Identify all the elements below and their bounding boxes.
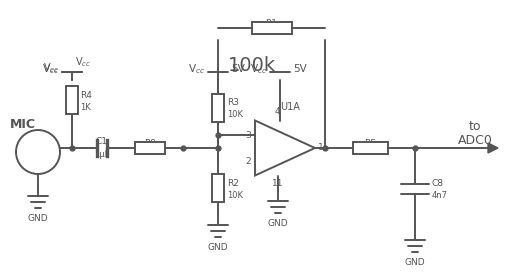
Text: R9: R9 bbox=[144, 139, 156, 148]
Text: +: + bbox=[42, 137, 51, 147]
Bar bbox=[212, 174, 224, 202]
Text: R1: R1 bbox=[266, 19, 278, 28]
Bar bbox=[212, 94, 224, 122]
Text: -: - bbox=[42, 157, 46, 167]
Text: 100k: 100k bbox=[228, 56, 276, 75]
Text: 2: 2 bbox=[245, 156, 251, 166]
Text: V$_{cc}$: V$_{cc}$ bbox=[250, 62, 267, 76]
Text: GND: GND bbox=[405, 258, 425, 267]
Text: V$_{cc}$: V$_{cc}$ bbox=[75, 55, 91, 69]
Text: R2: R2 bbox=[227, 178, 239, 188]
Text: R3: R3 bbox=[227, 98, 239, 107]
Circle shape bbox=[16, 130, 60, 174]
Text: 1µF: 1µF bbox=[94, 150, 110, 159]
Bar bbox=[353, 142, 388, 154]
Text: 1: 1 bbox=[318, 144, 324, 153]
Polygon shape bbox=[255, 120, 315, 175]
Text: 11: 11 bbox=[272, 180, 283, 188]
Text: 10K: 10K bbox=[227, 110, 243, 119]
Text: 1K: 1K bbox=[80, 103, 91, 111]
Text: 4n7: 4n7 bbox=[432, 191, 448, 199]
Text: GND: GND bbox=[28, 214, 48, 223]
Text: 5V: 5V bbox=[293, 64, 307, 74]
Text: +: + bbox=[260, 130, 270, 142]
Text: 12K: 12K bbox=[362, 147, 378, 156]
Bar bbox=[252, 22, 291, 34]
Bar bbox=[66, 86, 78, 114]
Text: ADC0: ADC0 bbox=[458, 133, 493, 147]
Text: V$_{cc}$: V$_{cc}$ bbox=[42, 62, 59, 76]
Bar bbox=[135, 142, 165, 154]
Text: R4: R4 bbox=[80, 90, 92, 100]
Text: 5V: 5V bbox=[231, 64, 245, 74]
Text: C8: C8 bbox=[432, 178, 444, 188]
Text: GND: GND bbox=[208, 243, 229, 252]
Text: 3: 3 bbox=[245, 131, 251, 139]
Text: R5: R5 bbox=[364, 139, 376, 148]
Text: V$_{cc}$: V$_{cc}$ bbox=[43, 61, 59, 75]
Text: MIC: MIC bbox=[10, 117, 36, 131]
Text: C1: C1 bbox=[96, 137, 108, 146]
Text: V$_{cc}$: V$_{cc}$ bbox=[188, 62, 205, 76]
Text: U1A: U1A bbox=[280, 103, 300, 112]
Text: 10K: 10K bbox=[227, 191, 243, 199]
Text: LM 324: LM 324 bbox=[269, 147, 302, 155]
Text: to: to bbox=[469, 120, 481, 133]
Text: -: - bbox=[263, 153, 267, 166]
Text: 4: 4 bbox=[275, 108, 281, 117]
Text: GND: GND bbox=[267, 219, 288, 227]
Text: 1K: 1K bbox=[145, 147, 155, 156]
Polygon shape bbox=[488, 143, 498, 153]
